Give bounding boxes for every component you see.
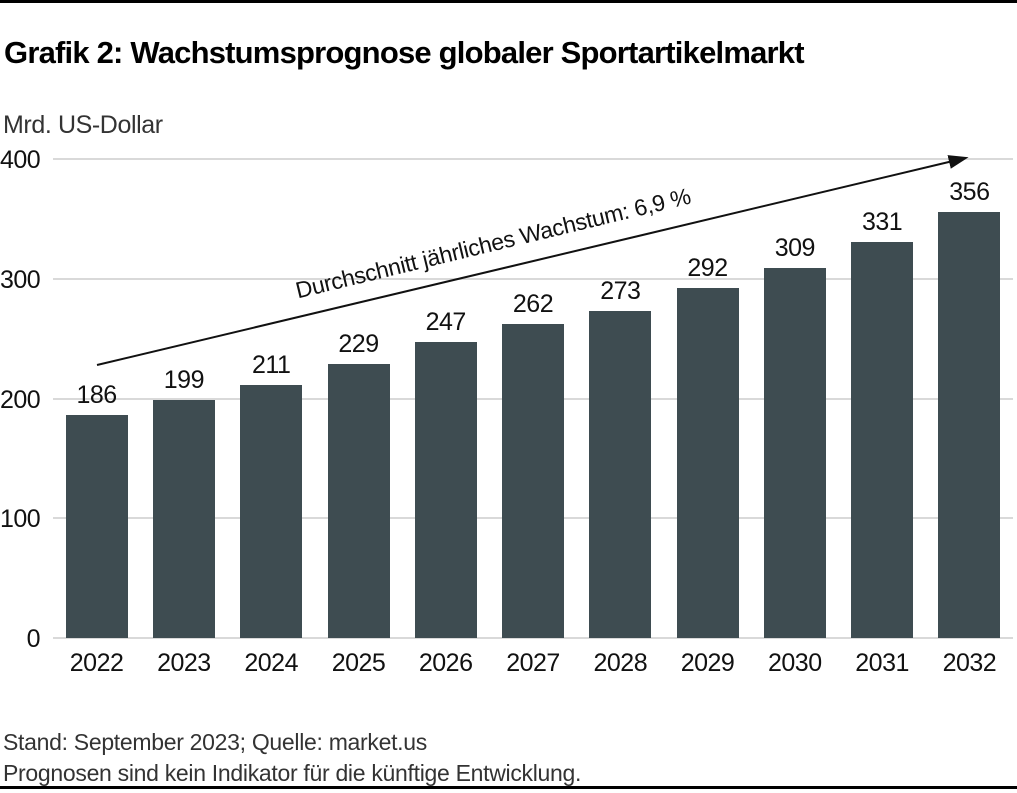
- grid-line: [53, 637, 1013, 639]
- source-line: Stand: September 2023; Quelle: market.us: [3, 729, 427, 755]
- x-tick-label: 2022: [69, 649, 124, 677]
- bar-value-label: 211: [252, 351, 291, 380]
- bar-value-label: 292: [687, 254, 728, 283]
- x-tick-label: 2026: [418, 649, 473, 677]
- bar: [502, 324, 564, 638]
- bar: [938, 211, 1001, 638]
- bar-value-label: 247: [425, 308, 467, 337]
- bar-value-label: 186: [76, 381, 117, 410]
- y-tick-label: 100: [0, 505, 41, 534]
- bar: [851, 241, 914, 638]
- bar-value-label: 331: [861, 207, 903, 236]
- bar: [240, 385, 303, 638]
- x-tick-label: 2023: [157, 649, 211, 677]
- footer: Stand: September 2023; Quelle: market.us…: [3, 727, 581, 789]
- bar: [414, 342, 477, 638]
- bar-value-label: 229: [338, 329, 379, 358]
- y-axis-unit-label: Mrd. US-Dollar: [3, 111, 163, 139]
- y-tick-label: 300: [0, 265, 41, 294]
- bar: [763, 268, 826, 638]
- bar: [65, 415, 128, 638]
- x-tick-label: 2031: [855, 649, 909, 677]
- bar-value-label: 309: [774, 234, 816, 262]
- bar: [676, 288, 739, 638]
- disclaimer-line: Prognosen sind kein Indikator für die kü…: [3, 760, 582, 786]
- y-tick-label: 0: [26, 625, 41, 653]
- x-tick-label: 2024: [244, 649, 298, 677]
- grid-line: [53, 158, 1013, 160]
- page-title: Grafik 2: Wachstumsprognose globaler Spo…: [4, 34, 805, 70]
- x-tick-label: 2029: [680, 649, 735, 677]
- bar: [327, 363, 390, 638]
- bar-value-label: 273: [600, 277, 641, 306]
- x-tick-label: 2025: [331, 649, 386, 677]
- bar-value-label: 199: [163, 365, 205, 394]
- top-rule: [0, 0, 1017, 3]
- bar: [589, 311, 652, 638]
- bar: [152, 399, 215, 638]
- bar-value-label: 262: [512, 290, 554, 319]
- bar-value-label: 356: [949, 177, 990, 206]
- y-tick-label: 400: [0, 146, 41, 174]
- bottom-rule: [0, 786, 1017, 789]
- x-tick-label: 2027: [506, 649, 560, 677]
- x-tick-label: 2032: [942, 649, 997, 677]
- x-tick-label: 2028: [593, 649, 648, 677]
- y-tick-label: 200: [0, 385, 41, 414]
- x-tick-label: 2030: [767, 649, 822, 677]
